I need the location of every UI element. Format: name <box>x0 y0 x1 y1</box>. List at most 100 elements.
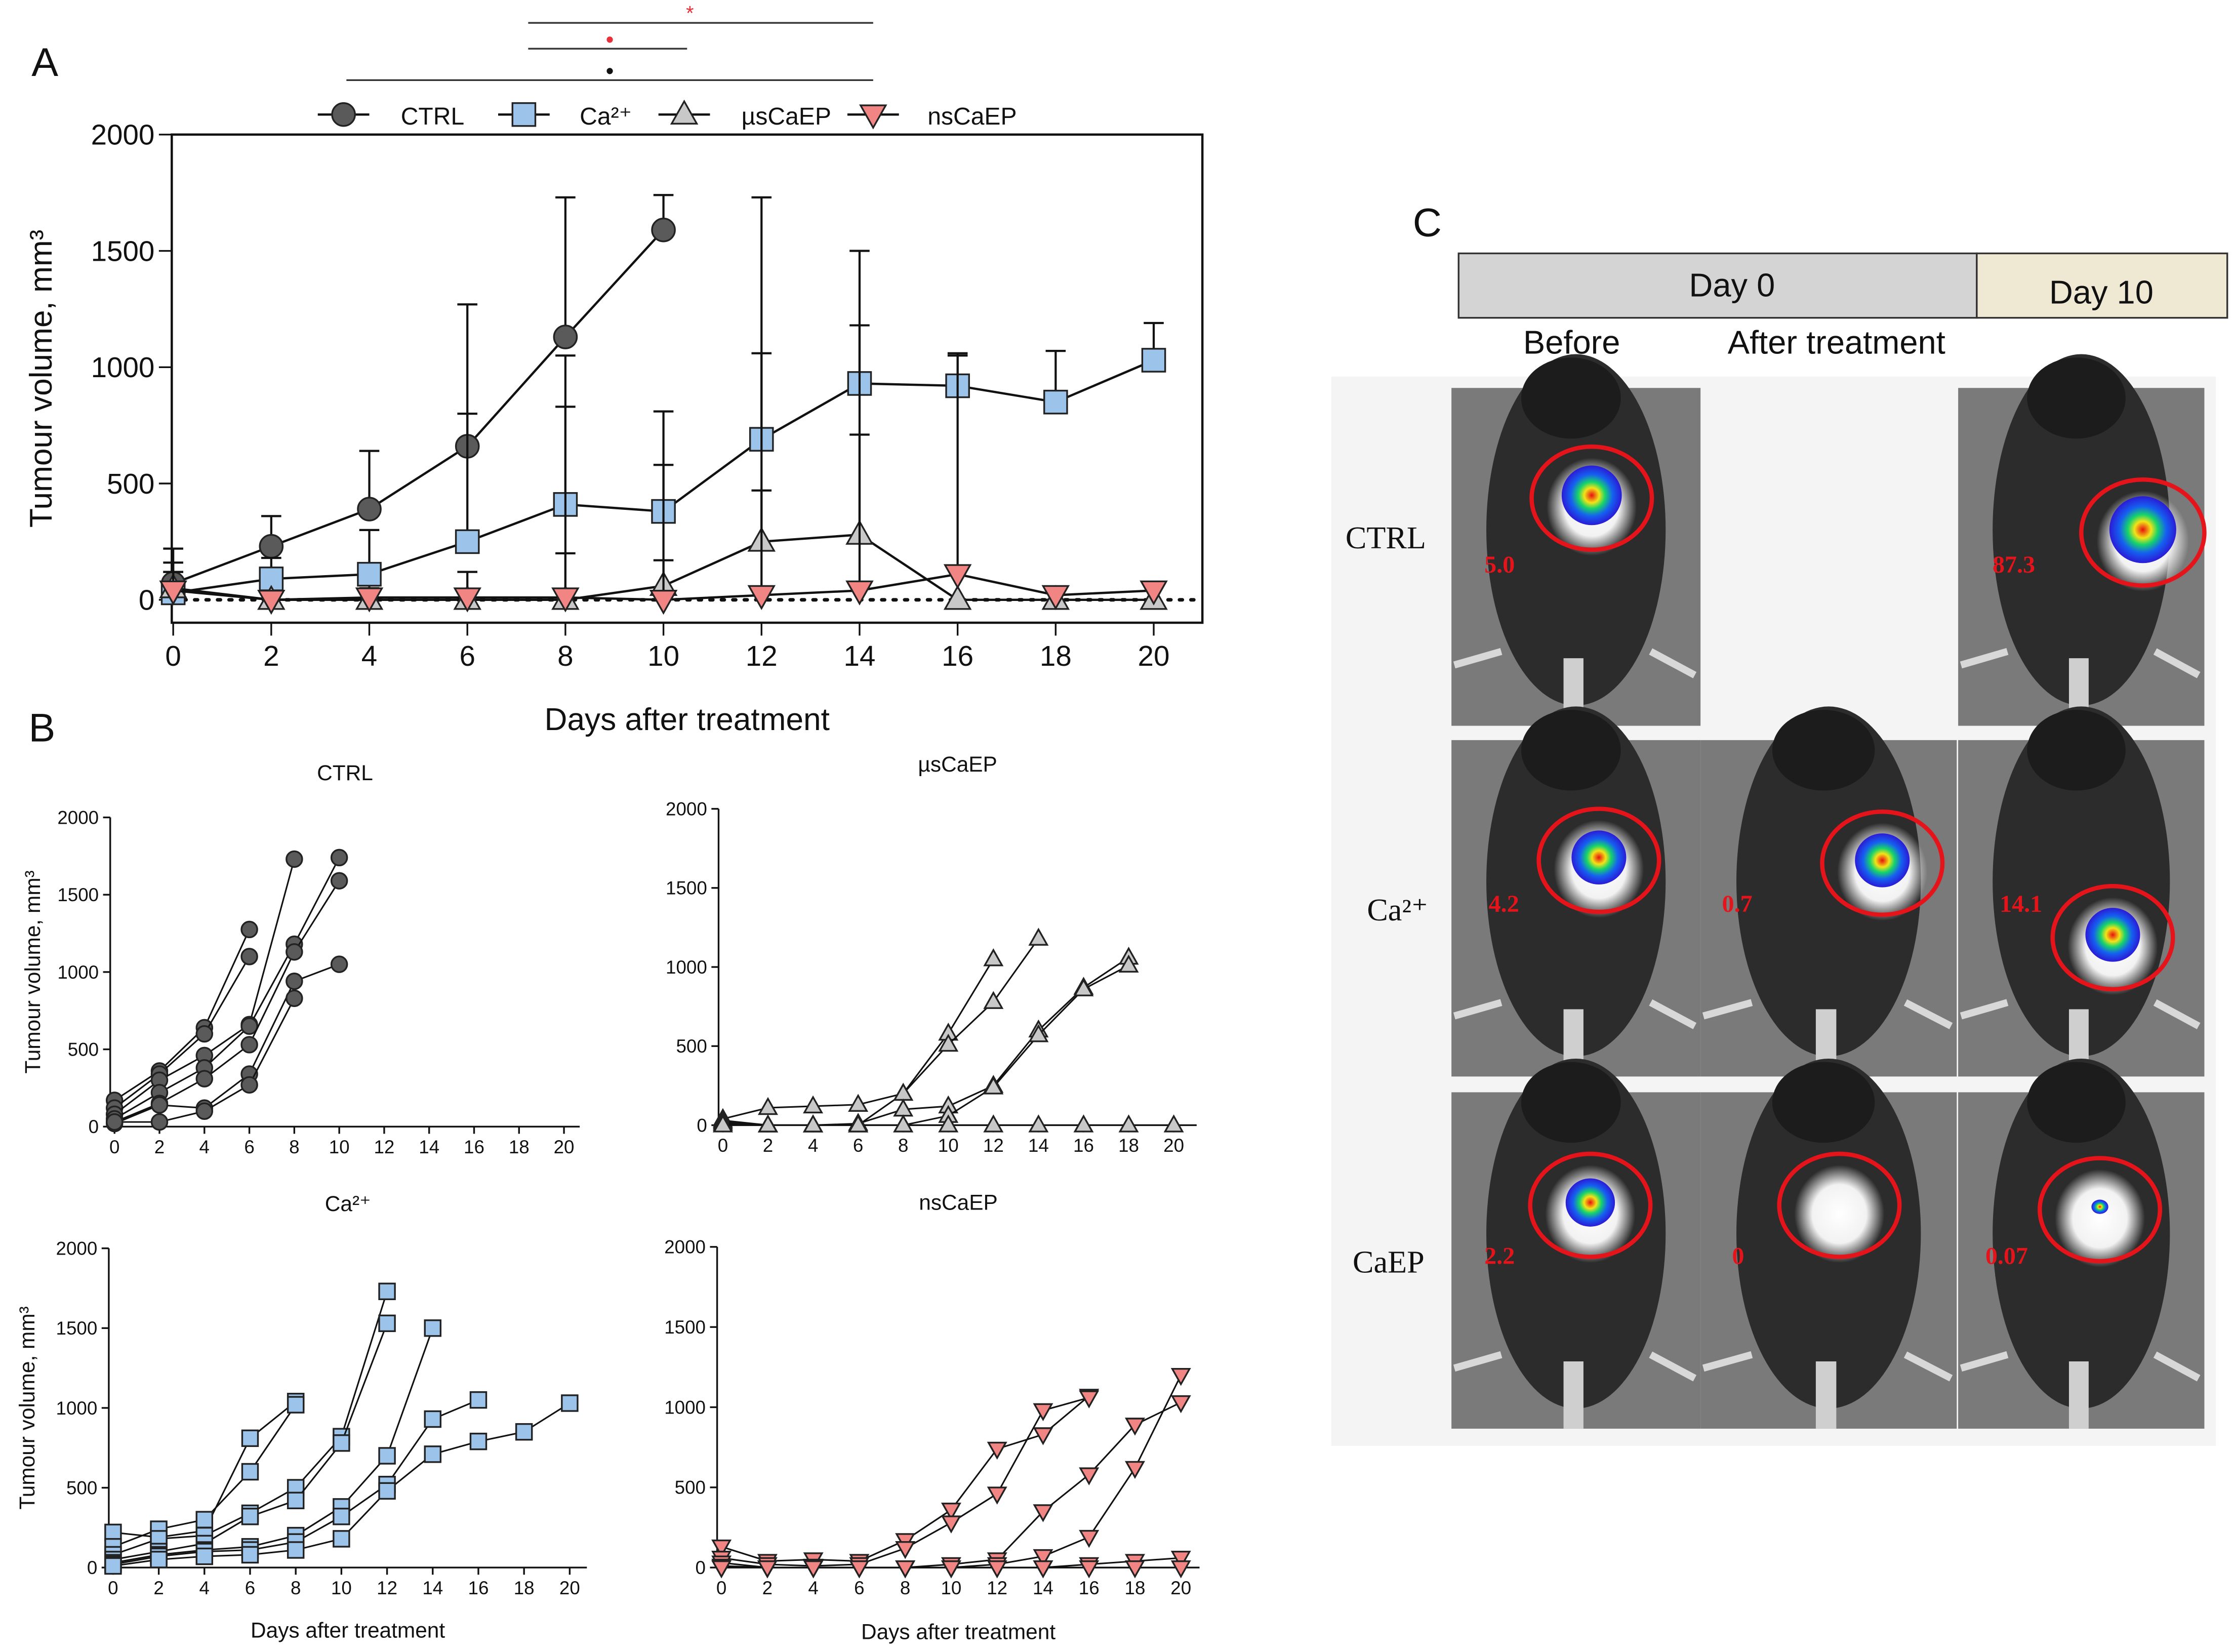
chart-title: CTRL <box>317 761 373 785</box>
panel-b-chart-3: 0 500 1000 1500 2000 0 2 4 6 8 10 12 14 16 18 20 Days af… <box>15 1192 587 1642</box>
data-point <box>1141 348 1166 373</box>
data-point <box>330 849 348 867</box>
data-point <box>1073 1114 1094 1133</box>
y-tick-label: 500 <box>675 1477 706 1498</box>
x-tick-label: 14 <box>1033 1578 1053 1598</box>
data-point <box>1118 954 1139 973</box>
signal-value: 5.0 <box>1484 551 1515 578</box>
signal-value: 14.1 <box>2000 891 2042 917</box>
y-tick-label: 500 <box>68 1039 99 1060</box>
mouse-head <box>2027 357 2126 439</box>
data-point <box>1028 1114 1049 1133</box>
x-tick-label: 20 <box>554 1137 575 1157</box>
series-mouse-7 <box>104 1394 579 1575</box>
data-point <box>983 991 1004 1009</box>
signal-value: 87.3 <box>1993 551 2035 578</box>
data-point <box>849 1560 870 1579</box>
legend-item-nsCaEP: nsCaEP <box>847 103 1017 130</box>
x-tick-label: 4 <box>808 1135 818 1156</box>
mouse-image: 4.2 <box>1451 706 1701 1077</box>
data-point <box>895 1541 916 1559</box>
x-tick-label: 16 <box>942 640 973 672</box>
bioluminescence-signal <box>1571 830 1627 884</box>
data-point <box>378 1282 396 1301</box>
significance-marker: * <box>686 3 694 25</box>
data-point <box>240 1017 258 1035</box>
x-tick-label: 20 <box>559 1578 580 1598</box>
series-line <box>722 938 1039 1126</box>
panel-b-chart-4: 0 500 1000 1500 2000 0 2 4 6 8 10 12 14 16 18 20 Days af… <box>664 1190 1200 1644</box>
y-tick-label: 2000 <box>664 1237 706 1258</box>
legend-label: nsCaEP <box>927 103 1017 130</box>
mouse-head <box>2027 710 2126 791</box>
series-line <box>114 880 340 1123</box>
data-point <box>286 989 303 1008</box>
data-point <box>747 585 776 611</box>
y-tick-label: 0 <box>139 584 154 616</box>
y-tick-label: 500 <box>676 1036 707 1057</box>
data-point <box>286 943 303 961</box>
chart-title: nsCaEP <box>919 1190 998 1214</box>
bioluminescence-signal <box>1855 833 1910 888</box>
roi-ellipse <box>1528 1151 1653 1259</box>
series-mouse-4 <box>712 954 1139 1133</box>
data-point <box>515 1423 533 1441</box>
data-point <box>987 1441 1007 1460</box>
mouse-leg <box>2153 1351 2201 1382</box>
series-line <box>721 1401 1182 1568</box>
mouse-leg <box>1453 648 1503 669</box>
signal-value: 2.2 <box>1484 1243 1515 1270</box>
x-tick-label: 18 <box>1125 1578 1146 1598</box>
x-tick-label: 0 <box>109 1137 119 1157</box>
x-tick-label: 2 <box>153 1578 164 1598</box>
y-axis-label: Tumour volume, mm³ <box>24 230 59 528</box>
bioluminescence-signal <box>1565 1178 1615 1227</box>
data-point <box>104 1557 122 1575</box>
x-tick-label: 10 <box>938 1135 959 1156</box>
data-point <box>1033 1403 1053 1422</box>
day10-label: Day 10 <box>2049 273 2154 310</box>
data-point <box>943 564 972 589</box>
x-tick-label: 12 <box>374 1137 394 1157</box>
row-label: CTRL <box>1346 521 1426 555</box>
data-point <box>803 1114 824 1133</box>
roi-ellipse <box>2050 884 2175 992</box>
data-point <box>987 1560 1007 1579</box>
data-point <box>649 589 678 615</box>
legend-label: CTRL <box>401 103 464 130</box>
data-point <box>424 1410 442 1428</box>
x-tick-label: 2 <box>154 1137 165 1157</box>
data-point <box>195 1070 214 1087</box>
x-axis-label: Days after treatment <box>251 1619 445 1642</box>
x-tick-label: 18 <box>509 1137 530 1157</box>
data-point <box>424 1319 442 1337</box>
mouse-image: 0.07 <box>1958 1058 2205 1429</box>
data-point <box>757 1097 779 1115</box>
x-tick-label: 0 <box>108 1578 118 1598</box>
data-point <box>1079 1467 1100 1485</box>
x-tick-label: 2 <box>762 1578 773 1598</box>
x-tick-label: 12 <box>987 1578 1007 1598</box>
x-tick-label: 6 <box>853 1135 863 1156</box>
data-point <box>711 1560 732 1579</box>
bioluminescence-signal <box>2091 1199 2108 1214</box>
mouse-head <box>1772 710 1875 791</box>
data-point <box>803 1095 824 1114</box>
x-tick-label: 12 <box>746 640 778 672</box>
data-point <box>983 1114 1004 1133</box>
y-tick-label: 1000 <box>664 1397 706 1418</box>
mouse-leg <box>1702 999 1753 1020</box>
data-point <box>257 589 286 615</box>
series-nsCaEP <box>159 354 1168 615</box>
panel-label-a: A <box>31 39 58 85</box>
data-point <box>287 1396 305 1414</box>
legend-marker <box>511 102 537 127</box>
x-tick-label: 8 <box>557 640 573 672</box>
data-point <box>803 1560 824 1579</box>
data-point <box>286 850 303 868</box>
y-tick-label: 1500 <box>56 1318 98 1339</box>
data-point <box>1140 580 1168 606</box>
mouse-head <box>1521 357 1621 439</box>
data-point <box>240 1076 258 1094</box>
data-point <box>893 1114 914 1133</box>
